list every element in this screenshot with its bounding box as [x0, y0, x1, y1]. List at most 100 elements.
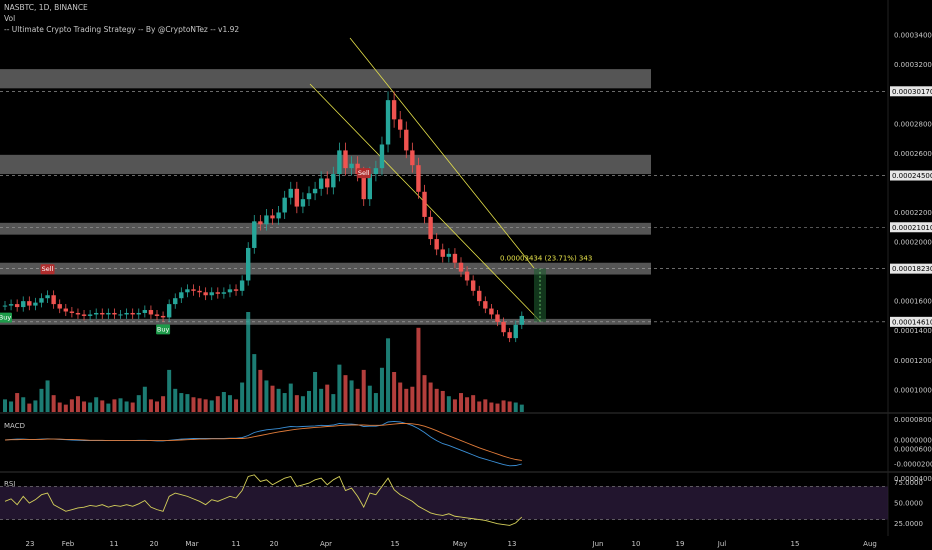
candle-body — [452, 253, 458, 263]
price-marker-box — [890, 86, 932, 97]
volume-bar — [483, 399, 488, 412]
price-marker-label: 0.00018230 — [892, 265, 932, 273]
rsi-tick-label: 25.0000 — [894, 520, 923, 528]
candle-body — [367, 174, 372, 200]
candle-body — [416, 165, 421, 192]
candle-body — [258, 221, 263, 225]
volume-bar — [313, 372, 318, 412]
candle-body — [179, 292, 184, 299]
volume-bar — [69, 399, 74, 412]
volume-bar — [197, 398, 202, 412]
volume-bar — [465, 397, 470, 412]
volume-bar — [130, 402, 135, 412]
volume-bar — [88, 402, 93, 412]
rsi-tick-label: 50.0000 — [894, 500, 923, 508]
candle-body — [221, 292, 227, 294]
candle-body — [379, 144, 385, 169]
volume-bar — [343, 375, 348, 412]
candle-body — [160, 315, 166, 318]
candle-body — [246, 247, 251, 281]
volume-bar — [386, 338, 391, 412]
candle-body — [130, 312, 135, 315]
volume-bar — [94, 397, 99, 412]
volume-bar — [45, 380, 50, 412]
candle-body — [501, 321, 506, 333]
candle-body — [106, 312, 111, 315]
candle-body — [270, 215, 275, 219]
volume-bar — [142, 386, 147, 412]
candle-body — [404, 129, 409, 151]
rsi-line — [4, 474, 523, 526]
volume-bar — [63, 404, 68, 412]
candle-body — [312, 188, 318, 194]
candle-body — [203, 292, 208, 296]
x-tick-label: Jun — [592, 540, 604, 548]
volume-bar — [331, 394, 336, 412]
candle-body — [136, 312, 141, 315]
volume-bar — [501, 400, 506, 412]
candle-body — [14, 304, 20, 308]
volume-bar — [148, 399, 153, 412]
volume-bar — [185, 394, 190, 412]
measurement-label: 0.00003434 (23.71%) 343 — [500, 255, 592, 263]
candle-body — [112, 312, 117, 315]
candle-body — [154, 314, 160, 316]
volume-bar — [300, 396, 305, 412]
price-marker-label: 0.00030170 — [892, 88, 932, 96]
volume-bar — [373, 393, 378, 412]
candle-body — [434, 239, 439, 250]
buy-signal-label: Buy — [0, 314, 11, 322]
volume-bar — [75, 396, 80, 412]
candle-body — [373, 168, 379, 175]
candle-body — [422, 191, 427, 217]
candle-body — [2, 305, 8, 307]
volume-bar — [21, 397, 26, 412]
volume-indicator-label: Vol — [4, 14, 16, 23]
volume-bar — [452, 399, 457, 412]
candle-body — [100, 312, 105, 315]
candle-body — [495, 314, 500, 322]
candle-body — [507, 332, 512, 339]
candle-body — [513, 324, 518, 339]
candle-body — [39, 298, 44, 303]
volume-bar — [349, 380, 354, 412]
volume-bar — [276, 388, 281, 412]
candle-body — [325, 178, 330, 188]
candle-body — [148, 310, 154, 315]
volume-bar — [519, 404, 524, 412]
candle-body — [343, 150, 348, 169]
candle-body — [173, 298, 178, 305]
x-tick-label: 11 — [232, 540, 241, 548]
volume-bar — [410, 386, 415, 412]
strategy-indicator-label: -- Ultimate Crypto Trading Strategy -- B… — [4, 25, 240, 34]
volume-bar — [282, 393, 287, 412]
volume-bar — [422, 375, 427, 412]
volume-bar — [392, 372, 397, 412]
candle-body — [75, 312, 81, 315]
volume-bar — [440, 390, 445, 412]
volume-bar — [319, 388, 324, 412]
candle-body — [197, 290, 202, 293]
volume-bar — [82, 401, 87, 412]
volume-bar — [428, 382, 433, 412]
volume-bar — [258, 369, 263, 412]
volume-bar — [398, 382, 403, 412]
price-marker-label: 0.00021010 — [892, 224, 932, 232]
price-marker-box — [890, 263, 932, 274]
x-tick-label: Aug — [863, 540, 877, 548]
candle-body — [27, 301, 32, 306]
measurement-box — [534, 268, 546, 322]
price-marker-label: 0.00024500 — [892, 172, 932, 180]
candle-body — [282, 197, 287, 213]
candle-body — [483, 301, 488, 309]
candle-body — [306, 193, 312, 200]
